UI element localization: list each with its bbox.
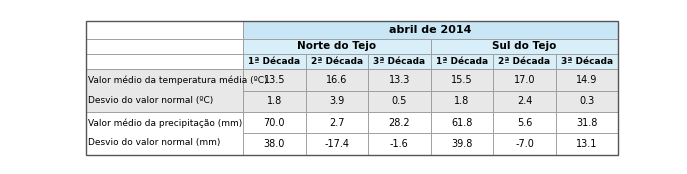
Bar xyxy=(493,133,556,155)
Bar xyxy=(431,112,493,133)
Bar xyxy=(368,133,431,155)
Bar xyxy=(243,54,306,69)
Text: 61.8: 61.8 xyxy=(451,118,473,128)
Text: Valor médio da precipitação (mm): Valor médio da precipitação (mm) xyxy=(88,118,243,128)
Text: 3ª Década: 3ª Década xyxy=(561,57,613,66)
Bar xyxy=(368,112,431,133)
Text: 70.0: 70.0 xyxy=(264,118,285,128)
Bar xyxy=(243,112,306,133)
Bar xyxy=(306,91,368,112)
Text: 31.8: 31.8 xyxy=(576,118,598,128)
Text: 2.4: 2.4 xyxy=(517,96,532,106)
Text: Sul do Tejo: Sul do Tejo xyxy=(493,41,556,51)
Text: -17.4: -17.4 xyxy=(324,139,349,149)
Bar xyxy=(493,91,556,112)
Bar xyxy=(431,69,493,91)
Bar xyxy=(493,54,556,69)
Text: 39.8: 39.8 xyxy=(451,139,473,149)
Text: Desvio do valor normal (mm): Desvio do valor normal (mm) xyxy=(88,138,221,147)
Bar xyxy=(368,54,431,69)
Bar xyxy=(431,39,618,54)
Text: Valor médio da temperatura média (ºC): Valor médio da temperatura média (ºC) xyxy=(88,75,267,85)
Bar xyxy=(556,69,618,91)
Text: abril de 2014: abril de 2014 xyxy=(390,25,472,35)
Text: 16.6: 16.6 xyxy=(326,75,348,85)
Text: 28.2: 28.2 xyxy=(389,118,410,128)
Text: 0.3: 0.3 xyxy=(579,96,595,106)
Bar xyxy=(86,39,243,54)
Text: 1ª Década: 1ª Década xyxy=(248,57,300,66)
Text: 3ª Década: 3ª Década xyxy=(373,57,425,66)
Bar xyxy=(243,39,431,54)
Bar xyxy=(368,91,431,112)
Text: Desvio do valor normal (ºC): Desvio do valor normal (ºC) xyxy=(88,96,213,105)
Bar xyxy=(493,112,556,133)
Text: 13.3: 13.3 xyxy=(389,75,410,85)
Bar xyxy=(86,112,243,155)
Text: 14.9: 14.9 xyxy=(576,75,598,85)
Text: 2.7: 2.7 xyxy=(329,118,344,128)
Bar xyxy=(86,54,243,69)
Text: 13.1: 13.1 xyxy=(576,139,598,149)
Bar xyxy=(306,54,368,69)
Text: 3.9: 3.9 xyxy=(329,96,344,106)
Bar xyxy=(431,54,493,69)
Text: 0.5: 0.5 xyxy=(392,96,407,106)
Bar xyxy=(86,21,243,39)
Text: 5.6: 5.6 xyxy=(517,118,532,128)
Bar xyxy=(243,21,618,39)
Bar xyxy=(86,69,243,112)
Bar xyxy=(556,133,618,155)
Bar xyxy=(368,69,431,91)
Text: 13.5: 13.5 xyxy=(264,75,285,85)
Bar xyxy=(556,112,618,133)
Bar xyxy=(431,91,493,112)
Bar xyxy=(493,69,556,91)
Bar xyxy=(243,69,306,91)
Text: 17.0: 17.0 xyxy=(514,75,535,85)
Text: 38.0: 38.0 xyxy=(264,139,285,149)
Text: 1ª Década: 1ª Década xyxy=(436,57,488,66)
Bar xyxy=(431,133,493,155)
Text: -7.0: -7.0 xyxy=(515,139,534,149)
Text: 1.8: 1.8 xyxy=(454,96,469,106)
Text: Norte do Tejo: Norte do Tejo xyxy=(297,41,376,51)
Bar xyxy=(556,54,618,69)
Text: 15.5: 15.5 xyxy=(451,75,473,85)
Bar xyxy=(306,69,368,91)
Text: 2ª Década: 2ª Década xyxy=(311,57,363,66)
Text: -1.6: -1.6 xyxy=(390,139,409,149)
Bar xyxy=(243,91,306,112)
Bar xyxy=(306,133,368,155)
Bar xyxy=(306,112,368,133)
Text: 1.8: 1.8 xyxy=(267,96,282,106)
Bar xyxy=(243,133,306,155)
Text: 2ª Década: 2ª Década xyxy=(498,57,550,66)
Bar xyxy=(556,91,618,112)
